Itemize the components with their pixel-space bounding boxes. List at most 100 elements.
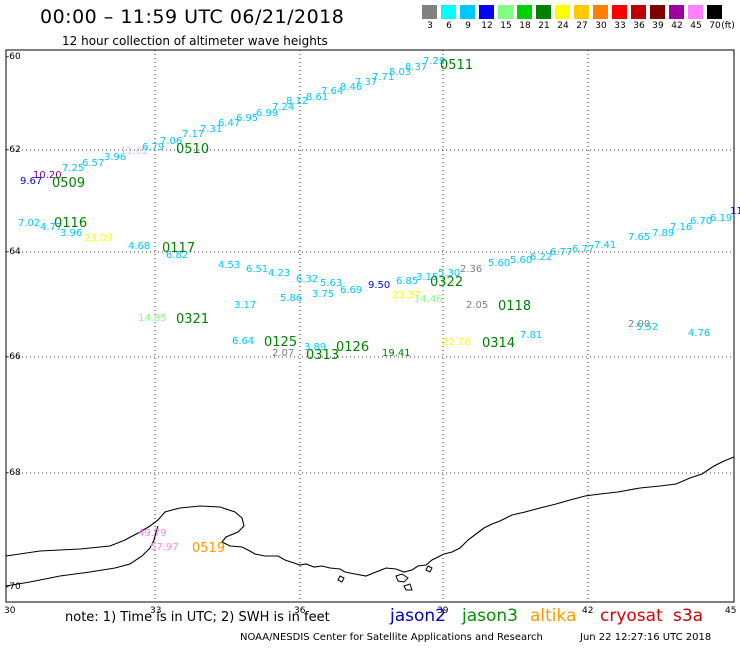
scale-label: 9 <box>465 21 471 31</box>
wave-height-value: 4.53 <box>218 260 241 271</box>
lon-tick: 45 <box>725 606 737 616</box>
wave-height-value: 6.82 <box>166 250 189 261</box>
scale-label: 21 <box>538 21 550 31</box>
wave-height-value: 4.77 <box>40 222 63 233</box>
lat-tick: -66 <box>6 352 21 362</box>
wave-height-value: 7.89 <box>652 228 675 239</box>
wave-height-value: 6.95 <box>236 113 259 124</box>
scale-label: 15 <box>500 21 512 31</box>
wave-height-value: 2.00 <box>628 319 651 330</box>
scale-swatch <box>593 5 608 19</box>
coastline-islet <box>403 583 413 591</box>
wave-height-value: 7.64 <box>321 86 344 97</box>
wave-height-value: 8.61 <box>306 92 329 103</box>
wave-height-value: 7.29 <box>423 56 446 67</box>
pass-time-label: 0314 <box>482 336 516 351</box>
wave-height-value: 7.31 <box>200 124 223 135</box>
wave-height-value: 7.17 <box>182 129 205 140</box>
wave-height-value: 8.03 <box>389 67 412 78</box>
lat-tick: -60 <box>6 52 21 62</box>
scale-unit-label: (ft) <box>721 21 735 31</box>
wave-height-value: 6.85 <box>396 276 419 287</box>
scale-swatch <box>479 5 494 19</box>
wave-height-value: 7.25 <box>62 163 85 174</box>
scale-label: 45 <box>690 21 702 31</box>
wave-height-value: 6.57 <box>82 158 105 169</box>
footer-note: note: 1) Time is in UTC; 2) SWH is in fe… <box>65 610 330 625</box>
lon-tick: 36 <box>294 606 306 616</box>
scale-label: 12 <box>481 21 493 31</box>
scale-swatch <box>574 5 589 19</box>
wave-height-value: 6.79 <box>142 142 165 153</box>
scale-swatch <box>441 5 456 19</box>
plot-frame <box>5 49 735 603</box>
wave-height-value: 9.50 <box>368 280 391 291</box>
scale-label: 6 <box>446 21 452 31</box>
scale-label: 39 <box>652 21 664 31</box>
wave-height-value: 7.41 <box>594 240 617 251</box>
pass-time-label: 0519 <box>192 541 226 556</box>
wave-height-value: 2.05 <box>466 300 489 311</box>
pass-time-label: 0322 <box>430 275 464 290</box>
scale-swatch <box>460 5 475 19</box>
wave-height-value: 7.02 <box>18 218 41 229</box>
wave-height-value: 8.12 <box>286 96 309 107</box>
scale-swatch <box>612 5 627 19</box>
scale-swatch <box>707 5 722 19</box>
coastline <box>5 456 735 577</box>
scale-swatch <box>688 5 703 19</box>
wave-height-value: 6.19 <box>710 213 733 224</box>
wave-height-value: 2.36 <box>460 264 483 275</box>
wave-height-value: 6.77 <box>572 244 595 255</box>
pass-time-label: 0125 <box>264 335 298 350</box>
scale-label: 33 <box>614 21 626 31</box>
pass-time-label: 0126 <box>336 340 370 355</box>
wave-height-value: 6.51 <box>246 264 269 275</box>
wave-height-value: 9.67 <box>20 176 43 187</box>
wave-height-value: 3.17 <box>234 300 257 311</box>
legend-cryosat: cryosat <box>600 606 663 626</box>
scale-label: 36 <box>633 21 645 31</box>
page-title: 00:00 – 11:59 UTC 06/21/2018 <box>40 6 345 28</box>
wave-height-value: 49.79 <box>138 528 167 539</box>
legend-altika: altika <box>530 606 577 626</box>
wave-height-value: 5.52 <box>636 322 659 333</box>
legend-jason2: jason2 <box>390 606 446 626</box>
scale-swatch <box>631 5 646 19</box>
pass-time-label: 0116 <box>54 216 88 231</box>
wave-height-value: 6.22 <box>530 252 553 263</box>
lon-tick: 33 <box>150 606 162 616</box>
wave-height-value: 2.07 <box>272 348 295 359</box>
wave-height-value: 6.70 <box>690 216 713 227</box>
wave-height-value: 6.99 <box>256 108 279 119</box>
wave-height-value: 3.15 <box>416 272 439 283</box>
scale-swatch <box>498 5 513 19</box>
wave-height-value: 5.30 <box>438 268 461 279</box>
wave-height-value: 3.96 <box>60 228 83 239</box>
generated-timestamp: Jun 22 12:27:16 UTC 2018 <box>580 632 712 643</box>
wave-height-value: 14.85 <box>138 313 167 324</box>
scale-label: 3 <box>427 21 433 31</box>
pass-time-label: 0509 <box>52 176 86 191</box>
scale-label: 42 <box>671 21 683 31</box>
page-subtitle: 12 hour collection of altimeter wave hei… <box>62 34 328 48</box>
credit-text: NOAA/NESDIS Center for Satellite Applica… <box>240 632 543 643</box>
wave-height-value: 11.02 <box>120 146 149 157</box>
wave-height-value: 4.68 <box>128 241 151 252</box>
lon-tick: 30 <box>4 606 16 616</box>
wave-height-value: 3.96 <box>104 152 127 163</box>
wave-height-value: 6.47 <box>218 118 241 129</box>
wave-height-value: 7.71 <box>372 72 395 83</box>
lat-tick: -62 <box>6 145 21 155</box>
wave-height-value: 7.37 <box>355 77 378 88</box>
wave-height-value: 3.75 <box>312 289 335 300</box>
wave-height-value: 3.89 <box>304 342 327 353</box>
wave-height-value: 57.97 <box>150 542 179 553</box>
wave-height-value: 4.23 <box>268 268 291 279</box>
wave-height-value: 7.06 <box>160 136 183 147</box>
wave-height-value: 5.63 <box>320 278 343 289</box>
wave-height-value: 5.86 <box>280 293 303 304</box>
coastline-islet <box>395 573 409 583</box>
lon-tick: 39 <box>437 606 449 616</box>
